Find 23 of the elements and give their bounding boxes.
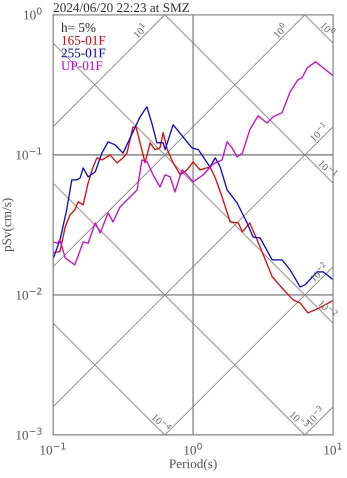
- y-tick-label: 10$^{−1}$: [16, 148, 42, 160]
- annotation: 10$^{0}$: [320, 20, 336, 36]
- annotation: 10$^{−2}$: [318, 298, 338, 319]
- annotation: 10$^{−1}$: [308, 121, 329, 142]
- y-tick-label: 10$^{−2}$: [16, 288, 42, 300]
- text: 165-01F: [62, 36, 106, 45]
- y-tick-label: 10$^{0}$: [24, 7, 42, 20]
- y-tick-label: 10$^{−3}$: [16, 428, 42, 440]
- x-axis-title: Period(s): [169, 458, 217, 471]
- annotation: 10$^{1}$: [132, 22, 148, 38]
- chart-title: 2024/06/20 22:23 at SMZ: [54, 3, 190, 12]
- x-tick-label: 10$^{−1}$: [40, 442, 66, 455]
- annotation: 10$^{−2}$: [308, 262, 329, 282]
- y-axis-title: pSv(cm/s): [2, 198, 14, 252]
- annotation: 10$^{−3}$: [289, 409, 310, 430]
- legend-title: h= 5%: [61, 22, 96, 32]
- annotation: 10$^{0}$: [271, 22, 288, 38]
- annotation: 10$^{−4}$: [151, 412, 172, 433]
- annotation: 10$^{−1}$: [318, 158, 338, 179]
- x-tick-label: 10$^{1}$: [324, 442, 342, 455]
- text: UP-01F: [61, 61, 102, 70]
- text: 255-01F: [62, 48, 106, 58]
- x-tick-label: 10$^{0}$: [184, 442, 202, 455]
